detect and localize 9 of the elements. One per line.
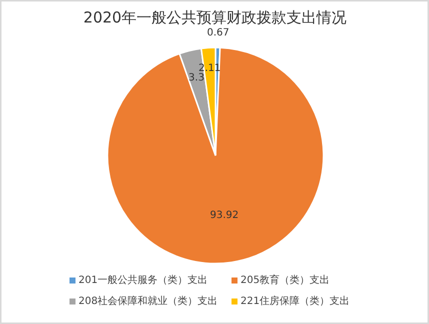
data-label: 2.11	[198, 62, 221, 74]
legend-label: 221住房保障（类）支出	[240, 295, 350, 307]
legend-label: 208社会保障和就业（类）支出	[78, 295, 218, 307]
data-label: 3.3	[188, 72, 204, 84]
data-label: 93.92	[210, 210, 239, 222]
data-label: 0.67	[206, 27, 230, 38]
legend-label: 201一般公共服务（类）支出	[78, 274, 208, 286]
chart-title: 2020年一般公共预算财政拨款支出情况	[83, 8, 347, 26]
legend-label: 205教育（类）支出	[240, 274, 330, 286]
